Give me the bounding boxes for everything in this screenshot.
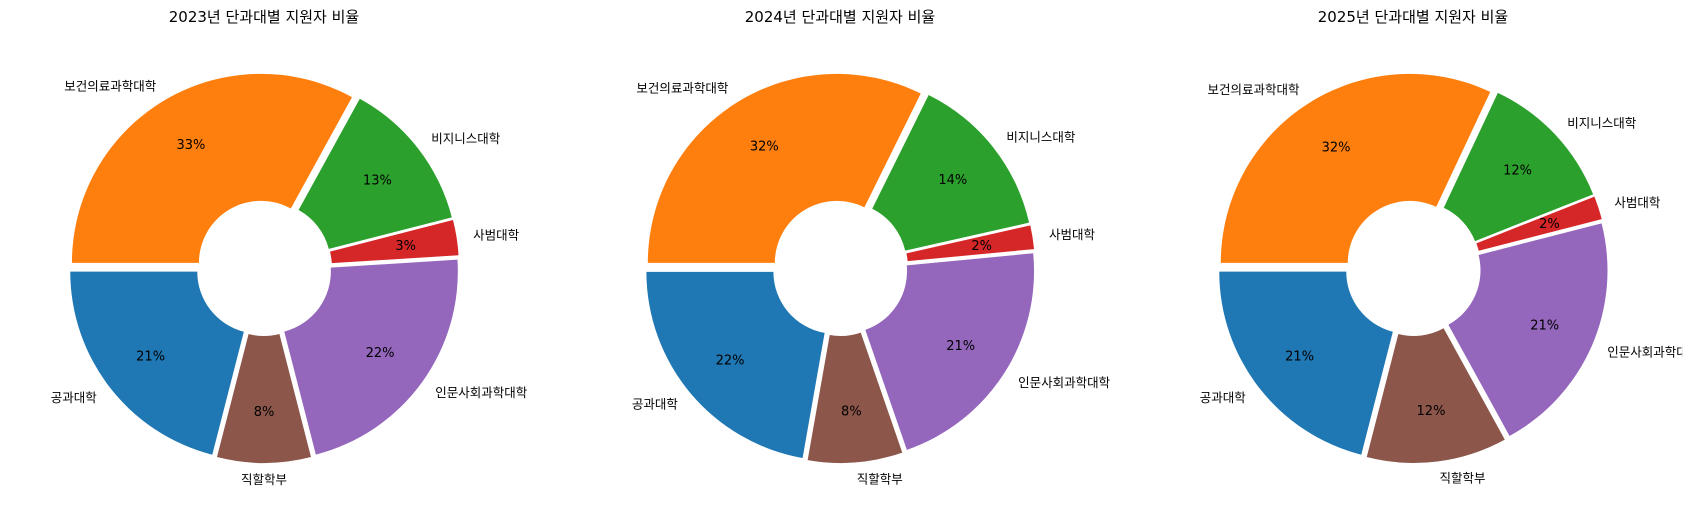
wedge-5 xyxy=(71,73,352,263)
category-label: 직할학부 xyxy=(241,472,287,487)
category-label: 사범대학 xyxy=(1614,195,1661,210)
wedge-3 xyxy=(906,225,1035,262)
wedge-0 xyxy=(646,271,825,458)
category-label: 직할학부 xyxy=(857,472,903,487)
category-label: 사범대학 xyxy=(1049,227,1096,242)
category-label: 인문사회과학대학 xyxy=(435,385,528,400)
wedge-2 xyxy=(1448,223,1608,437)
percent-label: 13% xyxy=(363,174,392,189)
chart-title: 2023년 단과대별 지원자 비율 xyxy=(169,8,359,26)
percent-label: 8% xyxy=(841,405,862,420)
percent-label: 21% xyxy=(1530,318,1559,333)
percent-label: 2% xyxy=(971,239,992,254)
category-label: 비지니스대학 xyxy=(1006,130,1076,145)
category-label: 보건의료과학대학 xyxy=(636,81,729,96)
category-label: 인문사회과학대학 xyxy=(1607,345,1683,360)
category-label: 비지니스대학 xyxy=(431,131,501,146)
wedge-2 xyxy=(284,259,458,455)
percent-label: 2% xyxy=(1539,217,1560,232)
wedge-5 xyxy=(1220,73,1491,263)
category-label: 사범대학 xyxy=(473,227,520,242)
percent-label: 21% xyxy=(1285,349,1314,364)
wedge-4 xyxy=(1443,92,1594,242)
percent-label: 21% xyxy=(136,349,165,364)
wedge-2 xyxy=(865,253,1035,450)
percent-label: 8% xyxy=(254,405,275,420)
wedge-1 xyxy=(1366,328,1505,463)
chart-1: 2024년 단과대별 지원자 비율 22% 공과대학 8% 직할학부 21% 인문사회과학대… xyxy=(632,8,1111,487)
wedge-1 xyxy=(216,334,312,463)
wedge-4 xyxy=(872,94,1030,251)
wedge-3 xyxy=(329,220,459,264)
percent-label: 32% xyxy=(750,140,779,155)
wedge-0 xyxy=(70,271,244,455)
category-label: 공과대학 xyxy=(1200,390,1247,405)
percent-label: 33% xyxy=(176,138,205,153)
category-label: 비지니스대학 xyxy=(1567,116,1637,131)
wedge-4 xyxy=(298,98,452,249)
percent-label: 14% xyxy=(938,173,967,188)
chart-0: 2023년 단과대별 지원자 비율 21% 공과대학 8% 직할학부 22% 인문사회과학대… xyxy=(51,8,528,487)
category-label: 보건의료과학대학 xyxy=(64,78,157,93)
category-label: 보건의료과학대학 xyxy=(1208,82,1301,97)
percent-label: 22% xyxy=(366,346,395,361)
wedge-3 xyxy=(1476,196,1602,251)
wedge-5 xyxy=(647,73,921,263)
category-label: 직할학부 xyxy=(1440,471,1486,486)
chart-title: 2024년 단과대별 지원자 비율 xyxy=(745,8,935,26)
percent-label: 21% xyxy=(946,339,975,354)
category-label: 인문사회과학대학 xyxy=(1018,375,1111,390)
chart-title: 2025년 단과대별 지원자 비율 xyxy=(1318,8,1508,26)
percent-label: 32% xyxy=(1322,140,1351,155)
category-label: 공과대학 xyxy=(632,397,679,412)
percent-label: 3% xyxy=(395,239,416,254)
wedge-0 xyxy=(1219,271,1393,455)
percent-label: 12% xyxy=(1503,163,1532,178)
percent-label: 12% xyxy=(1417,404,1446,419)
category-label: 공과대학 xyxy=(51,390,98,405)
wedge-1 xyxy=(807,332,903,463)
percent-label: 22% xyxy=(716,354,745,369)
chart-2: 2025년 단과대별 지원자 비율 21% 공과대학 12% 직할학부 21% 인문사회과학… xyxy=(1200,8,1683,486)
